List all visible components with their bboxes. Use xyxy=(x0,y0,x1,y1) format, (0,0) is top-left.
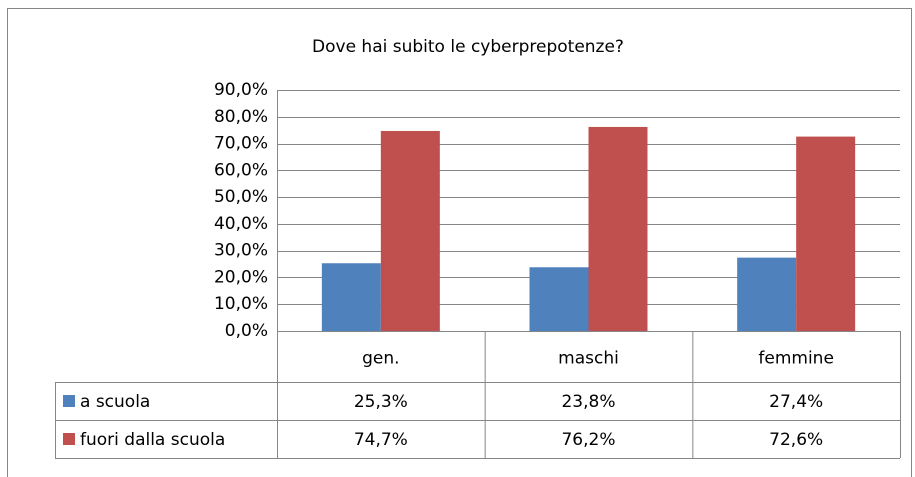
table-value: 76,2% xyxy=(561,430,615,450)
bar xyxy=(529,267,589,331)
y-tick-label: 30,0% xyxy=(214,241,268,261)
table-value: 72,6% xyxy=(769,430,823,450)
bar xyxy=(737,257,797,331)
table-value: 27,4% xyxy=(769,392,823,412)
bar xyxy=(588,126,648,331)
legend-label: fuori dalla scuola xyxy=(80,430,225,450)
bar xyxy=(796,136,856,331)
x-tick-label: femmine xyxy=(758,349,834,369)
bar xyxy=(321,263,381,331)
chart-frame xyxy=(7,8,912,477)
y-tick-label: 60,0% xyxy=(214,160,268,180)
table-value: 25,3% xyxy=(354,392,408,412)
legend-label: a scuola xyxy=(80,392,150,412)
y-tick-label: 80,0% xyxy=(214,107,268,127)
y-tick-label: 50,0% xyxy=(214,187,268,207)
legend-swatch xyxy=(63,433,75,445)
bar xyxy=(380,130,440,331)
y-tick-label: 40,0% xyxy=(214,214,268,234)
x-tick-label: maschi xyxy=(558,349,619,369)
y-tick-label: 90,0% xyxy=(214,80,268,100)
table-value: 23,8% xyxy=(561,392,615,412)
y-tick-label: 20,0% xyxy=(214,267,268,287)
table-value: 74,7% xyxy=(354,430,408,450)
y-tick-label: 70,0% xyxy=(214,134,268,154)
y-tick-label: 10,0% xyxy=(214,294,268,314)
chart-title: Dove hai subito le cyberprepotenze? xyxy=(312,37,624,57)
legend-swatch xyxy=(63,395,75,407)
y-tick-label: 0,0% xyxy=(225,321,268,341)
x-tick-label: gen. xyxy=(362,349,399,369)
